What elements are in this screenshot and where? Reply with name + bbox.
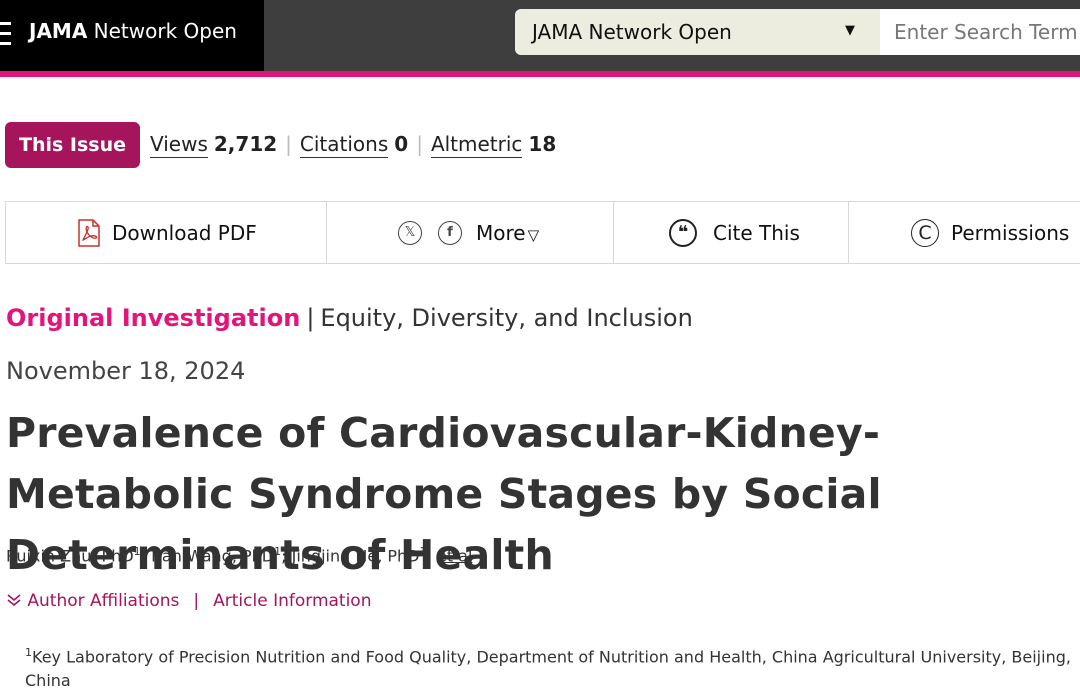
double-chevron-down-icon xyxy=(7,594,21,607)
article-title: Prevalence of Cardiovascular-Kidney-Meta… xyxy=(6,409,882,579)
quote-icon: ❝ xyxy=(669,218,697,247)
metrics-separator: | xyxy=(416,132,423,156)
links-separator: | xyxy=(193,591,200,611)
author-affiliation-ref: 1 xyxy=(274,545,282,558)
metrics-separator: | xyxy=(285,132,292,156)
download-pdf-label: Download PDF xyxy=(112,220,257,245)
brand-rest-text: Network Open xyxy=(87,19,237,43)
journal-select-value: JAMA Network Open xyxy=(532,20,732,44)
subcategory-link[interactable]: Equity, Diversity, and Inclusion xyxy=(320,304,693,332)
author-separator: ; xyxy=(140,546,152,566)
author-list: Ruixin Zhu, PhD1; Ran Wang, PhD1; Jingji… xyxy=(6,545,472,565)
altmetric-score: 18 xyxy=(528,132,557,156)
affiliation-text: Key Laboratory of Precision Nutrition an… xyxy=(25,647,1071,691)
citations-link[interactable]: Citations xyxy=(299,132,389,158)
views-count: 2,712 xyxy=(213,132,278,156)
publication-date: November 18, 2024 xyxy=(6,357,246,385)
brand-area: JAMA Network Open xyxy=(0,0,264,71)
altmetric-link[interactable]: Altmetric xyxy=(430,132,523,158)
pdf-file-icon xyxy=(78,218,100,247)
article-toolbar: Download PDF 𝕏 f More ▽ ❝ Cite This C Per… xyxy=(5,201,1080,264)
brand-accent-rule xyxy=(0,71,1080,77)
citations-count: 0 xyxy=(394,132,409,156)
author-separator: ; xyxy=(426,546,437,566)
chevron-down-icon: ▼ xyxy=(845,23,855,38)
cite-this-label: Cite This xyxy=(713,220,800,245)
top-nav-bar: JAMA Network Open JAMA Network Open ▼ xyxy=(0,0,1080,71)
author-affiliations-label: Author Affiliations xyxy=(27,591,180,611)
affiliation-entry: 1Key Laboratory of Precision Nutrition a… xyxy=(25,641,1075,693)
author-name[interactable]: Ruixin Zhu, PhD xyxy=(6,546,134,566)
et-al-link[interactable]: et al xyxy=(436,546,473,566)
more-label: More xyxy=(476,220,526,245)
cite-this-button[interactable]: ❝ Cite This xyxy=(669,202,800,263)
hamburger-menu-icon[interactable] xyxy=(0,22,11,48)
search-input[interactable] xyxy=(880,9,1080,55)
permissions-button[interactable]: C Permissions xyxy=(911,202,1069,263)
share-group: 𝕏 f More ▽ xyxy=(398,202,539,263)
download-pdf-button[interactable]: Download PDF xyxy=(76,202,257,263)
brand-bold-text: JAMA xyxy=(29,19,88,43)
author-name[interactable]: Jingjing He, PhD xyxy=(291,546,420,566)
article-meta-links: Author Affiliations | Article Information xyxy=(6,591,372,611)
permissions-label: Permissions xyxy=(951,220,1070,245)
toolbar-divider xyxy=(326,202,327,263)
article-metrics: Views 2,712 | Citations 0 | Altmetric 18 xyxy=(150,132,557,158)
author-name[interactable]: Ran Wang, PhD xyxy=(151,546,275,566)
author-separator: ; xyxy=(281,546,292,566)
this-issue-button[interactable]: This Issue xyxy=(5,122,140,168)
category-link[interactable]: Original Investigation xyxy=(6,304,301,332)
facebook-icon[interactable]: f xyxy=(438,220,462,245)
article-category: Original Investigation | Equity, Diversity… xyxy=(6,304,693,332)
site-logo[interactable]: JAMA Network Open xyxy=(29,19,237,43)
more-share-button[interactable]: More ▽ xyxy=(476,221,539,245)
journal-select[interactable]: JAMA Network Open ▼ xyxy=(515,9,880,55)
article-information-link[interactable]: Article Information xyxy=(213,591,372,611)
author-affiliation-ref: 1 xyxy=(419,545,427,558)
author-affiliations-toggle[interactable]: Author Affiliations xyxy=(6,591,179,611)
copyright-icon: C xyxy=(911,218,939,247)
x-twitter-icon[interactable]: 𝕏 xyxy=(398,220,422,245)
toolbar-divider xyxy=(848,202,849,263)
more-caret-icon: ▽ xyxy=(527,225,540,244)
views-link[interactable]: Views xyxy=(150,132,208,158)
category-separator: | xyxy=(306,304,315,332)
affiliation-number: 1 xyxy=(25,646,32,659)
toolbar-divider xyxy=(613,202,614,263)
author-affiliation-ref: 1 xyxy=(133,545,141,558)
